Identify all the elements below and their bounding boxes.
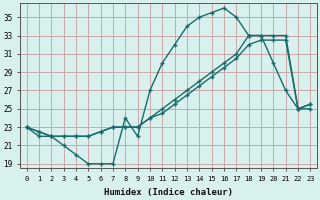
X-axis label: Humidex (Indice chaleur): Humidex (Indice chaleur) <box>104 188 233 197</box>
